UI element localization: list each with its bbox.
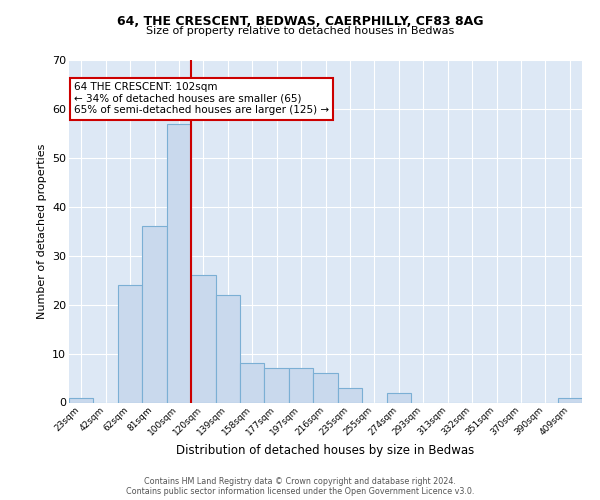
Text: 64, THE CRESCENT, BEDWAS, CAERPHILLY, CF83 8AG: 64, THE CRESCENT, BEDWAS, CAERPHILLY, CF…	[117, 15, 483, 28]
Text: 64 THE CRESCENT: 102sqm
← 34% of detached houses are smaller (65)
65% of semi-de: 64 THE CRESCENT: 102sqm ← 34% of detache…	[74, 82, 329, 116]
Bar	[191, 276, 215, 402]
Bar	[557, 398, 582, 402]
Y-axis label: Number of detached properties: Number of detached properties	[37, 144, 47, 319]
Text: Size of property relative to detached houses in Bedwas: Size of property relative to detached ho…	[146, 26, 454, 36]
Bar	[289, 368, 313, 402]
Bar	[313, 373, 338, 402]
Text: Contains HM Land Registry data © Crown copyright and database right 2024.: Contains HM Land Registry data © Crown c…	[144, 476, 456, 486]
Bar	[69, 398, 94, 402]
Bar	[386, 392, 411, 402]
Bar	[240, 364, 265, 403]
Bar	[118, 285, 142, 403]
Bar	[142, 226, 167, 402]
Bar	[338, 388, 362, 402]
Bar	[215, 295, 240, 403]
Text: Contains public sector information licensed under the Open Government Licence v3: Contains public sector information licen…	[126, 486, 474, 496]
X-axis label: Distribution of detached houses by size in Bedwas: Distribution of detached houses by size …	[176, 444, 475, 458]
Bar	[167, 124, 191, 402]
Bar	[265, 368, 289, 402]
